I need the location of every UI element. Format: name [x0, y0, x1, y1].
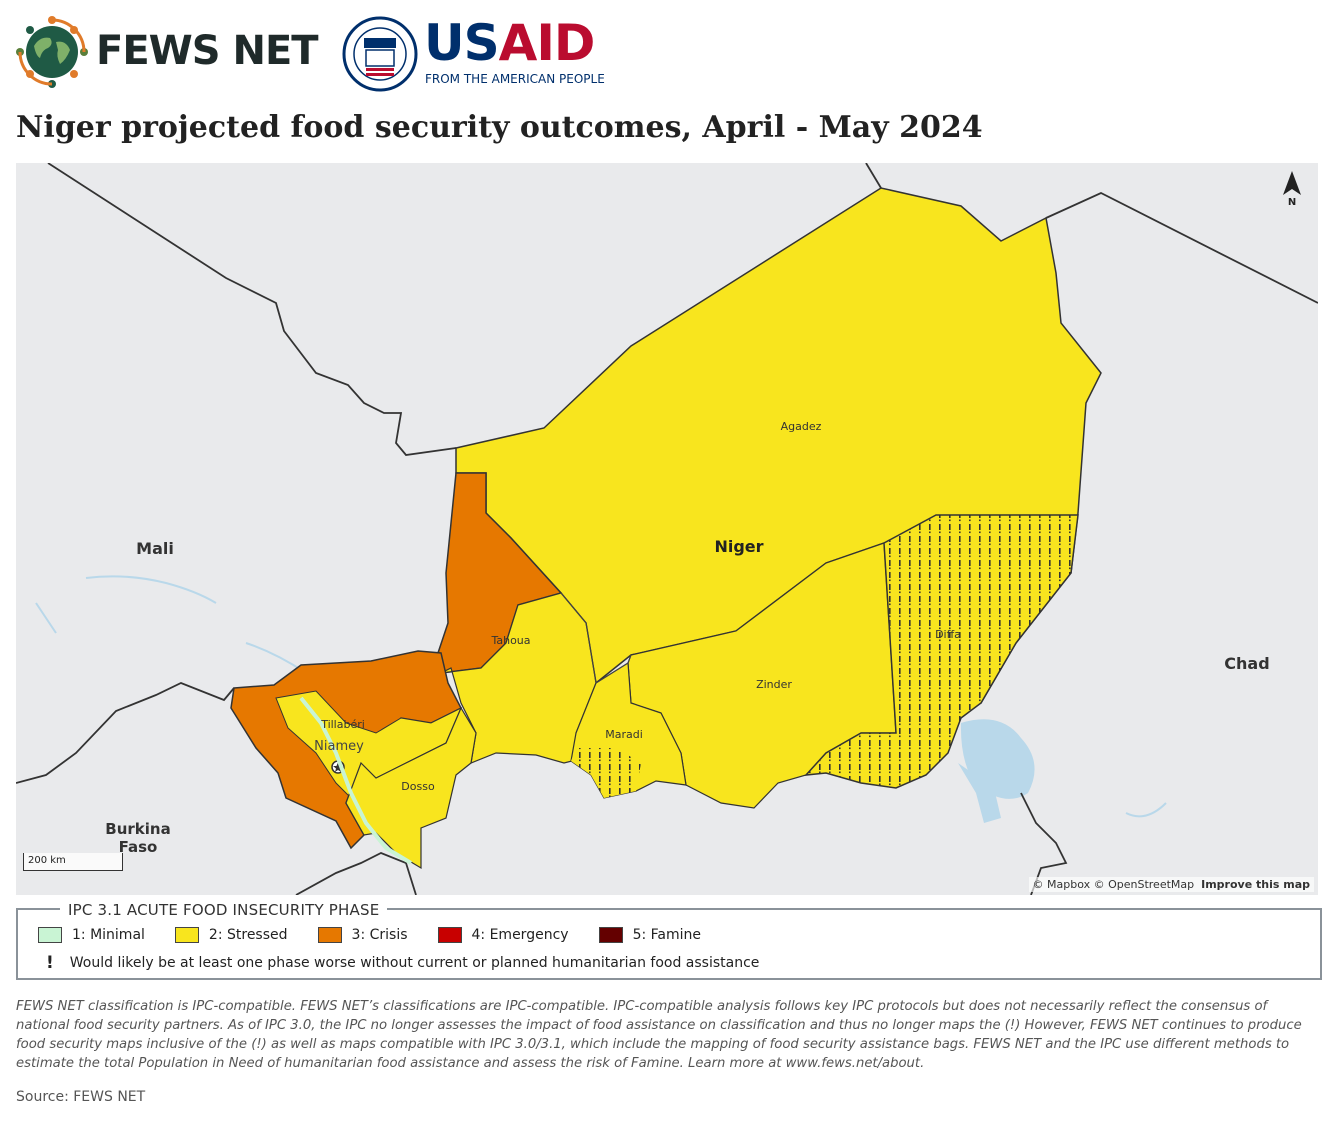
fews-net-globe-icon — [16, 16, 88, 88]
usaid-wordmark: USAID — [424, 14, 595, 72]
legend-swatch — [317, 927, 342, 943]
legend-item-famine: 5: Famine — [598, 927, 701, 943]
scale-bar: 200 km — [23, 853, 123, 871]
legend-swatch — [38, 927, 62, 943]
lake-chad-south — [958, 763, 1001, 823]
legend-title: IPC 3.1 ACUTE FOOD INSECURITY PHASE — [60, 901, 388, 919]
usaid-seal-icon — [342, 16, 418, 92]
legend-swatch — [598, 927, 623, 943]
usaid-tagline: FROM THE AMERICAN PEOPLE — [425, 72, 605, 86]
niger-river-minimal — [299, 696, 413, 865]
exclamation-icon: ! — [46, 953, 54, 973]
label-chad: Chad — [1224, 654, 1269, 673]
label-zinder: Zinder — [756, 678, 792, 691]
legend-assistance-note: ! Would likely be at least one phase wor… — [46, 953, 760, 973]
map-panel[interactable]: N Agadez Niger Mali Chad Burkina Faso Ta… — [16, 163, 1318, 895]
page-title: Niger projected food security outcomes, … — [16, 110, 983, 145]
legend-item-crisis: 3: Crisis — [317, 927, 408, 943]
label-burkina-1: Burkina — [105, 820, 170, 838]
label-niger: Niger — [714, 537, 763, 556]
legend-swatch — [437, 927, 462, 943]
header-logos: FEWS NET USAID FROM THE AMERICAN PEOPLE — [16, 14, 636, 94]
label-diffa: Diffa — [935, 628, 961, 641]
capital-star-icon — [333, 762, 343, 772]
region-borders — [560, 592, 632, 684]
legend-item-minimal: 1: Minimal — [38, 927, 145, 943]
fews-net-wordmark: FEWS NET — [96, 28, 319, 74]
international-borders — [16, 163, 1318, 895]
map-attribution: © Mapbox © OpenStreetMap Improve this ma… — [1028, 877, 1314, 892]
north-arrow-icon — [1283, 171, 1301, 195]
niger-map[interactable]: N Agadez Niger Mali Chad Burkina Faso Ta… — [16, 163, 1318, 895]
label-burkina-2: Faso — [119, 838, 158, 856]
label-agadez: Agadez — [781, 420, 822, 433]
region-diffa[interactable] — [804, 514, 1079, 789]
label-niamey: Niamey — [314, 739, 364, 754]
map-legend: IPC 3.1 ACUTE FOOD INSECURITY PHASE 1: M… — [16, 901, 1322, 980]
legend-item-emergency: 4: Emergency — [437, 927, 569, 943]
disclaimer-text: FEWS NET classification is IPC-compatibl… — [16, 999, 1302, 1071]
source-text: Source: FEWS NET — [16, 1089, 146, 1105]
improve-map-link[interactable]: Improve this map — [1201, 878, 1310, 891]
label-tillaberi: Tillabéri — [320, 718, 365, 731]
label-maradi: Maradi — [605, 728, 643, 741]
label-dosso: Dosso — [401, 780, 435, 793]
label-tahoua: Tahoua — [490, 634, 530, 647]
legend-items: 1: Minimal 2: Stressed 3: Crisis 4: Emer… — [38, 927, 731, 943]
legend-item-stressed: 2: Stressed — [174, 927, 288, 943]
maradi-assistance-hatch — [571, 748, 641, 798]
north-label: N — [1288, 197, 1296, 208]
region-dosso[interactable] — [345, 706, 477, 870]
label-mali: Mali — [136, 539, 174, 558]
legend-swatch — [174, 927, 199, 943]
